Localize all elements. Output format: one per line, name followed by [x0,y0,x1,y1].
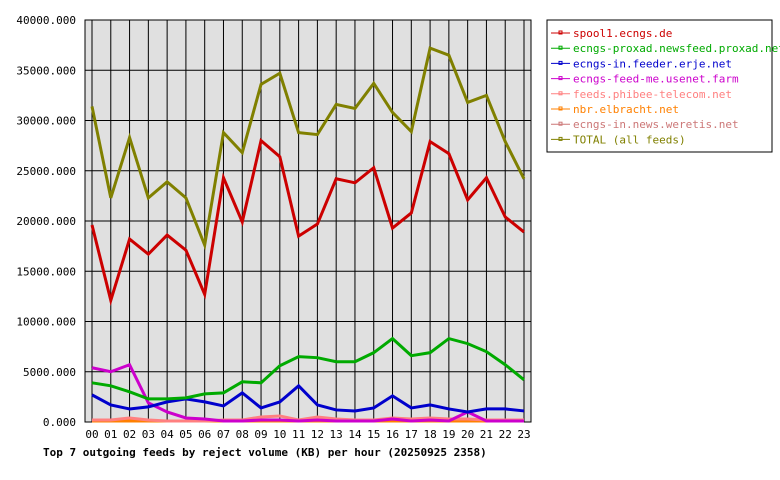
legend-marker [558,76,563,81]
legend-entry: feeds.phibee-telecom.net [573,88,732,101]
x-tick-label: 11 [292,428,305,441]
legend-marker [558,30,563,35]
x-tick-label: 17 [405,428,418,441]
y-tick-label: 0.000 [43,416,76,429]
series-line-3 [91,362,524,423]
x-tick-label: 21 [480,428,493,441]
legend-entry: spool1.ecngs.de [573,27,672,40]
y-tick-label: 15000.000 [16,265,76,278]
x-tick-label: 05 [179,428,192,441]
legend [546,19,773,153]
x-tick-label: 12 [311,428,324,441]
x-tick-label: 03 [142,428,155,441]
legend-marker [558,60,563,65]
x-tick-label: 06 [198,428,211,441]
legend-entry: TOTAL (all feeds) [573,133,686,146]
legend-entry: nbr.elbracht.net [573,103,679,116]
legend-entry: ecngs-feed-me.usenet.farm [573,73,739,86]
x-tick-label: 23 [517,428,530,441]
x-tick-label: 02 [123,428,136,441]
chart-title: Top 7 outgoing feeds by reject volume (K… [43,446,487,459]
x-tick-label: 08 [236,428,249,441]
x-tick-label: 14 [348,428,362,441]
y-tick-label: 5000.000 [23,366,76,379]
y-tick-label: 20000.000 [16,215,76,228]
legend-marker [558,106,563,111]
legend-marker [558,91,563,96]
series-line-0 [90,137,525,307]
y-tick-label: 40000.000 [16,14,76,27]
y-tick-label: 30000.000 [16,115,76,128]
x-tick-label: 19 [442,428,455,441]
x-tick-label: 20 [461,428,474,441]
x-tick-label: 18 [423,428,436,441]
x-tick-label: 13 [330,428,343,441]
series-line-1 [91,336,525,401]
x-tick-label: 00 [85,428,98,441]
legend-marker [558,45,563,50]
x-tick-label: 04 [161,428,175,441]
y-tick-label: 35000.000 [16,64,76,77]
x-tick-label: 01 [104,428,117,441]
legend-entry: ecngs-in.news.weretis.net [573,118,739,131]
y-tick-label: 25000.000 [16,165,76,178]
series-line-2 [91,383,525,414]
legend-marker [558,121,563,126]
x-tick-label: 15 [367,428,380,441]
legend-entry: ecngs-in.feeder.erje.net [573,57,732,70]
x-tick-label: 09 [254,428,267,441]
x-tick-label: 07 [217,428,230,441]
y-tick-label: 10000.000 [16,316,76,329]
legend-marker [558,136,563,141]
legend-entry: ecngs-proxad.newsfeed.proxad.net [573,42,780,55]
series-line-7 [90,46,526,251]
x-tick-label: 22 [499,428,512,441]
x-tick-label: 10 [273,428,286,441]
x-tick-label: 16 [386,428,399,441]
